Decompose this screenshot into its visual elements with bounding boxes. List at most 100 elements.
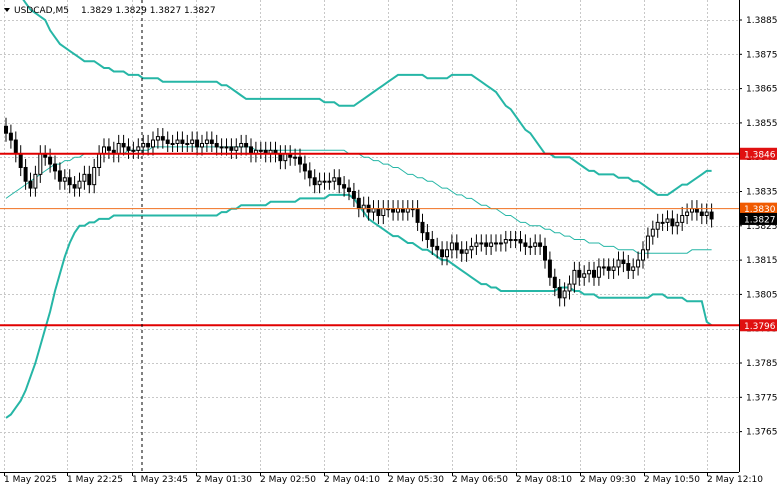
candle [327,172,332,190]
candle-body [234,146,239,151]
candle-body [709,211,714,220]
candle-body [533,242,538,247]
candle [322,172,327,190]
candle-body [121,142,126,148]
candle [170,134,175,153]
candle [699,203,704,225]
candle-body [106,146,111,151]
candle [430,230,435,255]
candle-body [72,184,77,189]
candle-body [102,146,106,155]
y-tick-label: 1.3885 [746,16,778,26]
candle-body [508,239,513,242]
candle [106,138,111,159]
candle [175,131,180,153]
candle [351,182,356,207]
level-price-tag-text: 1.3846 [744,150,776,160]
x-tick-label: 2 May 01:30 [196,475,252,485]
candle [420,213,425,242]
candle [67,169,72,194]
candle-body [224,146,229,149]
level-price-tag-bg [740,147,777,160]
chart-header: USDCAD,M5 1.3829 1.3829 1.3827 1.3827 [4,6,216,16]
candle-body [391,208,396,213]
candle [650,220,655,245]
candle [302,155,307,180]
candle-body [415,208,420,223]
candle-body [116,142,121,155]
candle [185,134,190,153]
candle [126,138,131,159]
candle [28,172,33,197]
horizontal-levels[interactable] [0,152,739,327]
candle-body [82,173,87,182]
candle [508,230,513,249]
candle [645,227,650,259]
y-tick-label: 1.3765 [746,428,778,438]
candle [494,234,498,252]
level-price-tag: 1.3796 [740,319,777,332]
candle-body [528,245,533,248]
candle [92,158,97,194]
candle-body [616,259,621,268]
x-tick-label: 1 May 22:25 [67,475,123,485]
candle-body [381,208,386,217]
candle [131,141,136,159]
level-price-tag: 1.3846 [740,147,777,160]
candle [258,141,263,159]
candle [543,237,547,269]
candle [87,165,92,194]
candle [670,210,675,235]
candle [611,258,616,279]
candle [155,128,160,149]
x-tick-label: 2 May 09:30 [580,475,636,485]
candle [337,169,342,194]
candle-body [690,208,694,213]
y-tick-label: 1.3815 [746,256,778,266]
candle-body [405,208,410,213]
candle-body [376,208,381,217]
candle [538,234,543,255]
candle-body [557,287,562,299]
candle [440,241,445,266]
candle-body [636,259,641,268]
candle-body [23,166,28,182]
candle-body [494,242,498,245]
candle-body [445,249,449,258]
candle [567,275,572,300]
candle-body [293,156,298,159]
candle-body [704,211,709,217]
candle-body [146,142,151,148]
candle-body [312,177,317,186]
candle [239,134,244,156]
candle-body [77,180,82,189]
candle-body [572,269,577,285]
candle-body [641,249,645,261]
triangle-down-icon[interactable] [4,8,10,12]
candlestick-series [4,117,714,307]
candle [229,138,234,159]
candle-body [62,177,67,182]
candle [464,241,469,262]
candle-body [97,153,102,168]
candle-body [543,245,547,261]
candle-body [665,218,670,223]
candle [680,206,685,231]
candle-body [244,142,249,148]
chart-grid [0,0,739,472]
candle [160,128,165,149]
candle-body [449,242,454,251]
candle-body [131,149,136,152]
candle-body [420,221,425,234]
candle [616,251,621,276]
candle-body [67,177,72,186]
candle [469,237,474,259]
x-tick-label: 2 May 10:50 [644,475,700,485]
candle [709,203,714,228]
candle [4,117,8,142]
candle [293,148,298,166]
candle-body [484,242,489,247]
